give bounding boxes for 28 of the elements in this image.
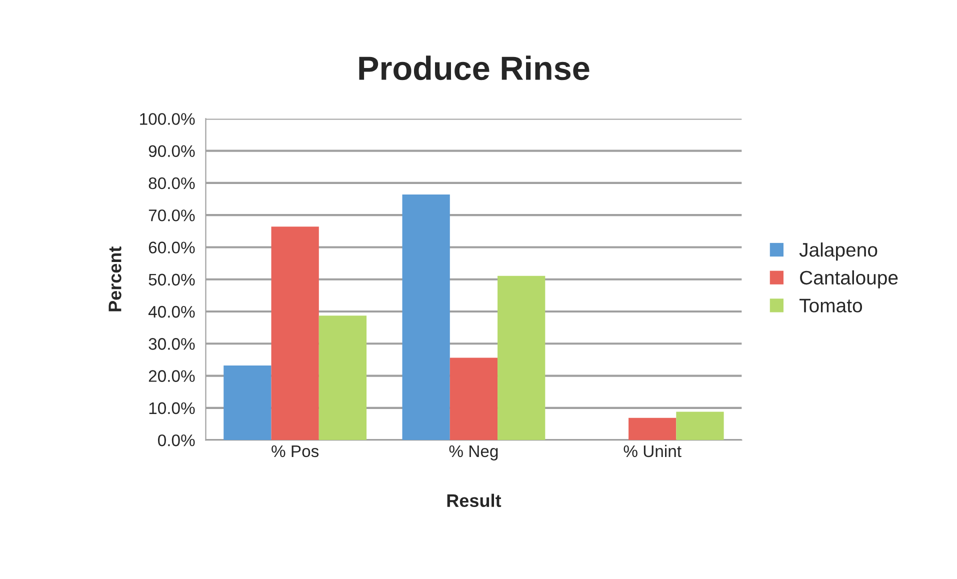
legend-label: Tomato [800, 298, 862, 312]
y-tick-label: 100.0% [140, 113, 195, 125]
chart-title: Produce Rinse [359, 56, 590, 80]
x-tick-label: % Unint [624, 444, 682, 458]
bar [450, 358, 498, 440]
y-tick-label: 90.0% [148, 145, 195, 158]
bar [318, 316, 367, 440]
legend-label: Jalapeno [799, 242, 878, 261]
x-tick-label: % Neg [449, 445, 498, 460]
y-axis-title: Percent [108, 246, 122, 312]
y-tick-label: 0.0% [158, 434, 195, 446]
x-tick-label: % Pos [272, 445, 319, 458]
bar [224, 365, 272, 440]
y-tick-label: 70.0% [148, 210, 195, 222]
legend-label: Cantaloupe [800, 270, 898, 288]
y-tick-label: 60.0% [148, 242, 195, 254]
bar [676, 412, 724, 440]
y-tick-label: 50.0% [148, 274, 195, 286]
bar [628, 418, 676, 440]
bar [498, 276, 546, 440]
bar [271, 226, 319, 440]
x-axis-title: Result [447, 494, 502, 508]
y-tick-label: 30.0% [148, 338, 195, 350]
bar [402, 194, 450, 440]
y-tick-label: 20.0% [148, 370, 195, 382]
y-tick-label: 80.0% [148, 177, 195, 190]
y-tick-label: 40.0% [148, 306, 195, 318]
y-tick-label: 10.0% [149, 402, 195, 414]
